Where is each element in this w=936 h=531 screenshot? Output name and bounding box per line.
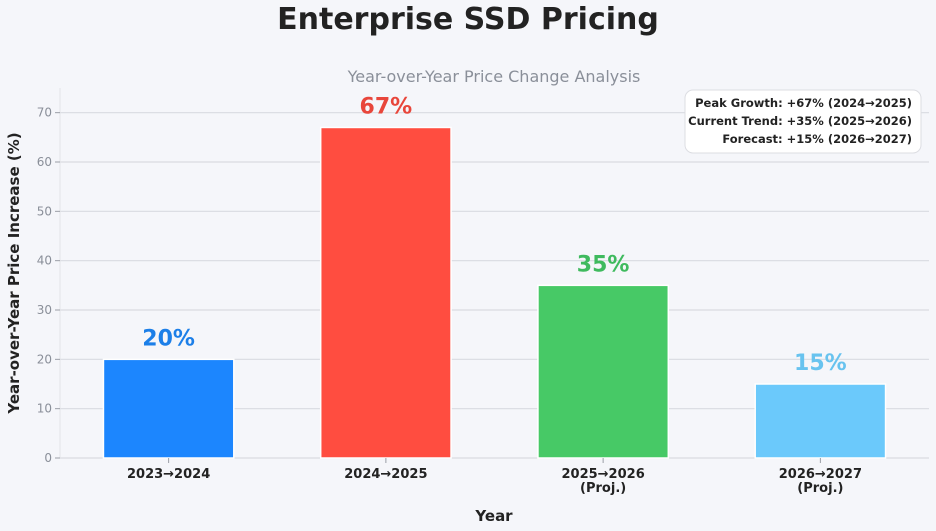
y-tick-label: 30 — [37, 303, 52, 317]
annotation-peak-growth: Peak Growth: +67% (2024→2025) — [695, 96, 912, 110]
bar — [319, 126, 452, 459]
annotation-current-trend: Current Trend: +35% (2025→2026) — [688, 114, 912, 128]
x-tick-label: 2026→2027 — [779, 467, 862, 482]
annotation-box: Peak Growth: +67% (2024→2025) Current Tr… — [684, 89, 922, 154]
bar — [102, 358, 235, 459]
annotation-background — [684, 89, 922, 154]
x-tick-label: (Proj.) — [797, 481, 843, 496]
data-label: 35% — [577, 252, 630, 277]
y-axis-title: Year-over-Year Price Increase (%) — [5, 132, 23, 414]
data-label: 20% — [142, 326, 195, 351]
x-axis: 2023→2024 2024→2025 2025→2026(Proj.)2026→2… — [127, 458, 862, 496]
chart-title: Enterprise SSD Pricing — [277, 2, 659, 37]
y-tick-label: 10 — [37, 402, 52, 416]
bar — [754, 383, 887, 459]
y-tick-label: 20 — [37, 352, 52, 366]
y-tick-label: 60 — [37, 155, 52, 169]
x-axis-title: Year — [474, 507, 513, 525]
x-tick-label: (Proj.) — [580, 481, 626, 496]
x-tick-label: 2025→2026 — [561, 467, 644, 482]
bar — [537, 284, 670, 459]
y-axis: 0 10 20 30 40 50 60 70 — [37, 88, 61, 465]
x-tick-label: 2024→2025 — [344, 467, 427, 482]
y-tick-label: 40 — [37, 254, 52, 268]
chart-subtitle: Year-over-Year Price Change Analysis — [347, 67, 641, 86]
data-label: 15% — [794, 351, 847, 376]
y-tick-label: 70 — [37, 106, 52, 120]
x-tick-label: 2023→2024 — [127, 467, 210, 482]
y-tick-label: 0 — [44, 451, 52, 465]
data-label: 67% — [360, 94, 413, 119]
annotation-forecast: Forecast: +15% (2026→2027) — [722, 132, 912, 146]
y-tick-label: 50 — [37, 204, 52, 218]
